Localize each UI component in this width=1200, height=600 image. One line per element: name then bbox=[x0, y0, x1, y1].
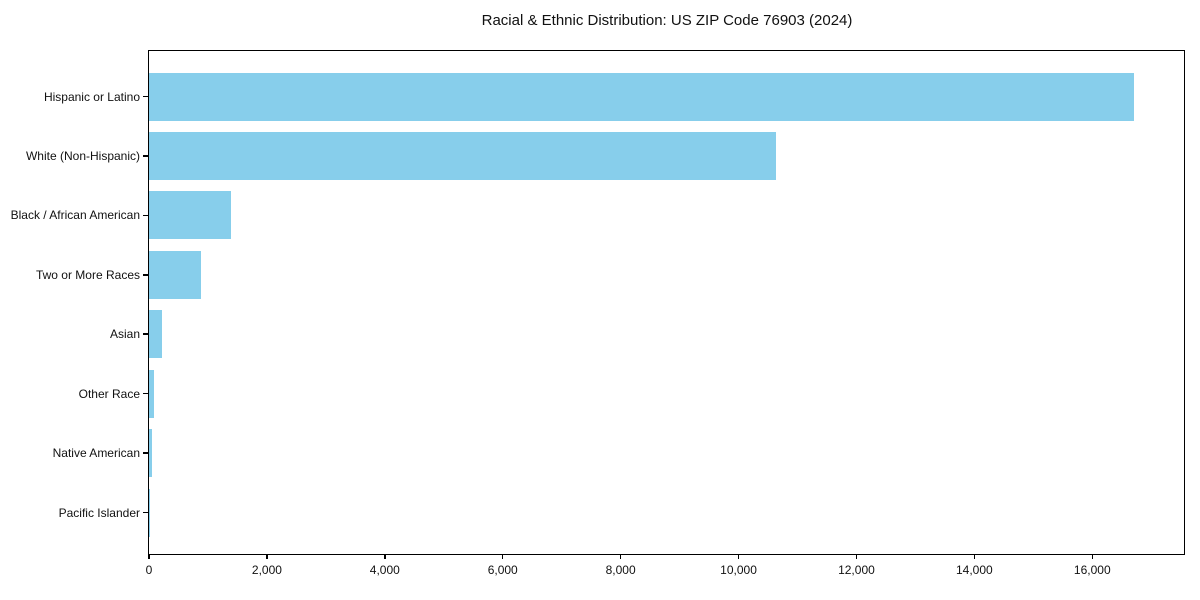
y-tick-label: Black / African American bbox=[10, 208, 140, 223]
y-tick-mark bbox=[142, 95, 148, 98]
y-tick-mark bbox=[142, 214, 148, 217]
x-tick-label: 6,000 bbox=[487, 563, 518, 577]
x-tick-label: 10,000 bbox=[720, 563, 757, 577]
x-tick-mark bbox=[384, 554, 386, 559]
bar bbox=[149, 250, 201, 299]
x-tick-mark bbox=[501, 554, 504, 559]
y-tick-label: Other Race bbox=[78, 386, 140, 401]
y-tick-label: White (Non-Hispanic) bbox=[25, 148, 140, 163]
y-tick-mark bbox=[142, 274, 148, 276]
x-tick-label: 0 bbox=[145, 563, 153, 577]
y-tick-mark bbox=[142, 511, 148, 514]
plot-area: 0 2,000 4,000 6,000 8,000 10,000 12,000 14,000 1… bbox=[11, 50, 1185, 577]
bar bbox=[149, 131, 777, 180]
x-tick-mark bbox=[266, 554, 268, 559]
bar bbox=[149, 191, 231, 240]
x-tick-label: 16,000 bbox=[1073, 563, 1111, 577]
x-tick-label: 8,000 bbox=[605, 563, 636, 577]
x-tick-mark bbox=[619, 554, 622, 559]
x-tick-mark bbox=[148, 554, 150, 559]
y-tick-label: Pacific Islander bbox=[58, 505, 140, 520]
bar bbox=[149, 488, 150, 537]
x-tick-mark bbox=[737, 554, 740, 559]
x-tick-mark bbox=[1091, 554, 1094, 559]
x-tick-label: 2,000 bbox=[251, 563, 282, 577]
chart-title: Racial & Ethnic Distribution: US ZIP Cod… bbox=[481, 12, 853, 29]
y-tick-label: Two or More Races bbox=[35, 267, 140, 282]
bar bbox=[149, 72, 1134, 121]
x-tick-label: 12,000 bbox=[838, 563, 875, 577]
bar bbox=[149, 310, 162, 359]
y-tick-mark bbox=[142, 452, 148, 454]
bar bbox=[149, 429, 152, 478]
x-tick-mark bbox=[973, 554, 976, 559]
bar bbox=[149, 369, 154, 418]
y-tick-label: Hispanic or Latino bbox=[43, 89, 140, 104]
y-tick-mark bbox=[142, 333, 148, 335]
x-tick-mark bbox=[855, 554, 858, 559]
y-tick-mark bbox=[142, 392, 148, 395]
y-tick-mark bbox=[142, 155, 148, 157]
x-tick-label: 4,000 bbox=[369, 563, 400, 577]
y-tick-label: Native American bbox=[52, 446, 140, 461]
y-tick-label: Asian bbox=[109, 327, 140, 342]
x-tick-label: 14,000 bbox=[955, 563, 993, 577]
